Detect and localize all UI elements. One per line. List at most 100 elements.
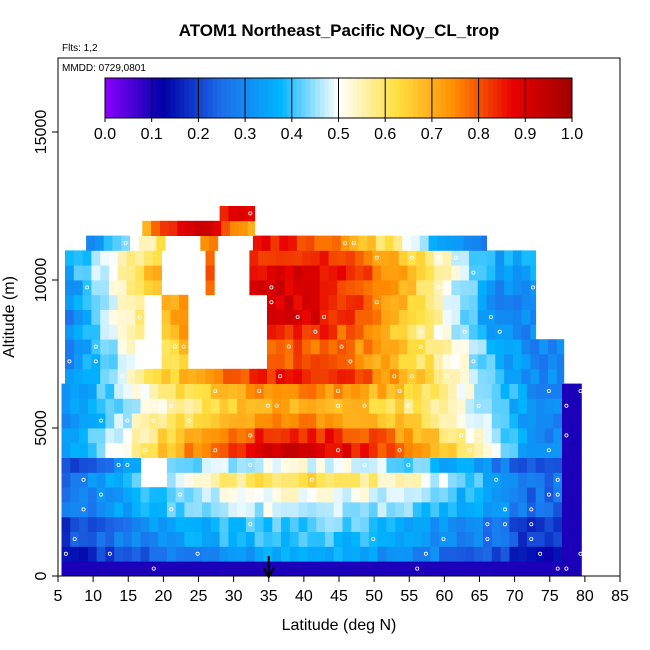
heatmap-cell <box>87 383 98 399</box>
heatmap-cell <box>298 546 308 562</box>
heatmap-cell <box>228 428 238 444</box>
heatmap-cell <box>570 442 580 458</box>
heatmap-cell <box>293 265 303 281</box>
heatmap-cell <box>553 457 563 473</box>
heatmap-cell <box>535 516 545 532</box>
heatmap-cell <box>460 324 470 340</box>
heatmap-cell <box>389 309 400 325</box>
colorbar-segment <box>259 78 265 118</box>
heatmap-cell <box>219 428 229 444</box>
x-tick-label: 20 <box>154 588 172 605</box>
heatmap-cell <box>509 531 519 547</box>
heatmap-cell <box>342 472 352 488</box>
heatmap-cell <box>202 516 212 532</box>
heatmap-cell <box>430 457 440 473</box>
heatmap-cell <box>486 368 496 384</box>
sample-point <box>195 551 200 556</box>
colorbar-segment <box>394 78 400 118</box>
heatmap-cell <box>324 561 335 576</box>
heatmap-cell <box>553 531 563 547</box>
heatmap-cell <box>70 413 80 429</box>
heatmap-cell <box>474 561 484 576</box>
colorbar-segment <box>557 78 564 118</box>
heatmap-cell <box>149 383 159 399</box>
heatmap-cell <box>279 235 289 251</box>
heatmap-cell <box>65 265 75 281</box>
heatmap-cell <box>70 428 80 444</box>
colorbar-segment <box>226 78 232 118</box>
sample-point <box>564 566 569 571</box>
heatmap-cell <box>135 265 145 281</box>
heatmap-cell <box>324 487 335 503</box>
heatmap-cell <box>324 516 335 532</box>
heatmap-cell <box>126 250 136 266</box>
heatmap-cell <box>535 472 545 488</box>
heatmap-cell <box>316 531 326 547</box>
heatmap-cell <box>324 472 335 488</box>
colorbar-segment <box>254 78 260 118</box>
heatmap-cell <box>518 428 528 444</box>
colorbar-segment <box>287 78 293 118</box>
heatmap-cell <box>96 487 106 503</box>
heatmap-cell <box>483 472 493 488</box>
heatmap-cell <box>310 250 321 266</box>
heatmap-cell <box>91 339 101 355</box>
heatmap-cell <box>91 250 101 266</box>
heatmap-cell <box>267 309 277 325</box>
heatmap-cell <box>386 413 396 429</box>
heatmap-cell <box>184 457 194 473</box>
heatmap-cell <box>491 502 501 518</box>
heatmap-cell <box>360 442 370 458</box>
heatmap-cell <box>372 368 382 384</box>
heatmap-cell <box>354 265 364 281</box>
heatmap-cell <box>544 502 554 518</box>
heatmap-cell <box>333 516 343 532</box>
heatmap-cell <box>100 368 110 384</box>
heatmap-cell <box>123 546 133 562</box>
colorbar-segment <box>221 78 227 118</box>
heatmap-cell <box>263 487 273 503</box>
heatmap-cell <box>556 354 565 370</box>
heatmap-cell <box>293 354 303 370</box>
heatmap-cell <box>469 280 479 296</box>
heatmap-cell <box>395 516 405 532</box>
heatmap-cell <box>416 294 426 310</box>
heatmap-cell <box>65 294 75 310</box>
heatmap-cell <box>412 398 422 414</box>
heatmap-cell <box>87 561 98 576</box>
heatmap-cell <box>430 428 440 444</box>
heatmap-cell <box>205 265 215 281</box>
heatmap-cell <box>381 368 391 384</box>
heatmap-cell <box>377 487 387 503</box>
heatmap-cell <box>307 472 317 488</box>
heatmap-cell <box>73 309 83 325</box>
colorbar-segment <box>296 78 302 118</box>
heatmap-cell <box>360 472 370 488</box>
heatmap-cell <box>504 324 514 340</box>
heatmap-cell <box>526 516 537 532</box>
heatmap-cell <box>377 383 387 399</box>
colorbar-segment <box>553 78 559 118</box>
colorbar-segment <box>548 78 554 118</box>
heatmap-cell <box>123 516 133 532</box>
sample-point <box>125 462 130 467</box>
sample-point <box>313 329 318 334</box>
heatmap-cell <box>219 516 229 532</box>
heatmap-cell <box>500 413 510 429</box>
heatmap-cell <box>491 457 501 473</box>
heatmap-cell <box>193 531 203 547</box>
heatmap-cell <box>421 546 431 562</box>
heatmap-cell <box>465 472 475 488</box>
heatmap-cell <box>486 265 496 281</box>
colorbar-tick-label: 0.0 <box>94 126 116 143</box>
heatmap-cell <box>149 546 159 562</box>
heatmap-cell <box>87 502 98 518</box>
heatmap-cell <box>87 413 98 429</box>
heatmap-cell <box>237 457 247 473</box>
heatmap-cell <box>472 235 482 251</box>
heatmap-cell <box>469 265 479 281</box>
heatmap-cell <box>298 457 308 473</box>
x-tick-label: 80 <box>576 588 594 605</box>
heatmap-cell <box>254 516 264 532</box>
